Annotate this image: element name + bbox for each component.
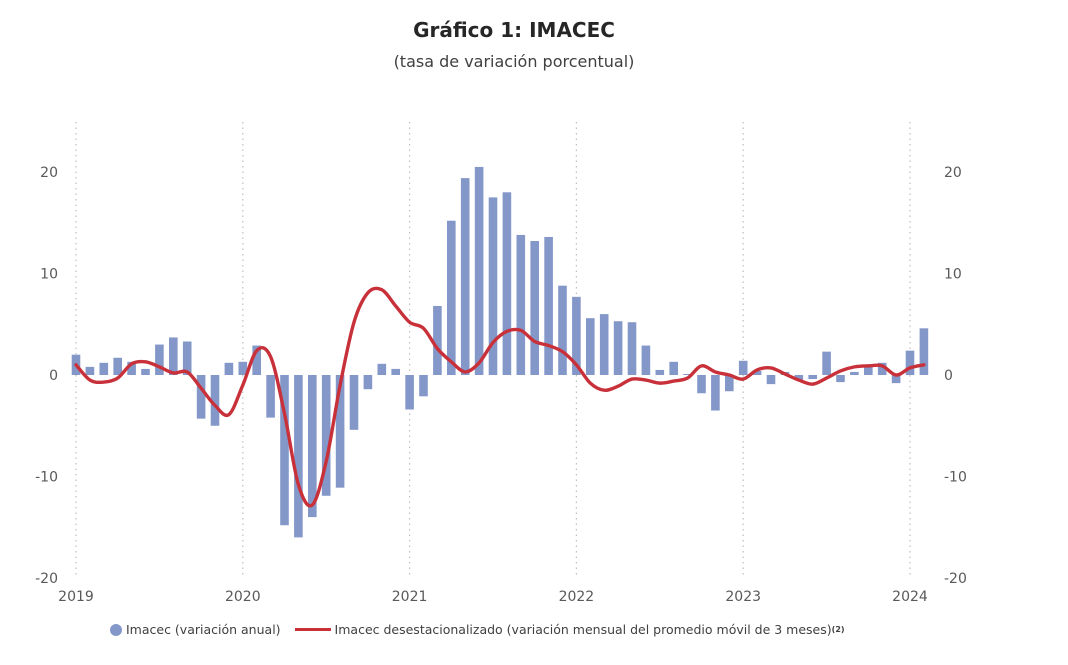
chart-legend: Imacec (variación anual) Imacec desestac…	[110, 622, 845, 637]
bar	[766, 375, 776, 385]
bar	[572, 296, 581, 375]
bar	[752, 370, 762, 375]
bar	[196, 375, 206, 419]
bar	[627, 322, 637, 375]
y-tick-label-right: -10	[944, 470, 967, 486]
bar	[808, 375, 817, 380]
bar	[224, 362, 234, 375]
bar	[530, 241, 539, 375]
y-tick-label-left: 0	[49, 368, 58, 384]
bar	[905, 350, 915, 375]
legend-bar-label: Imacec (variación anual)	[126, 622, 281, 637]
bar	[433, 305, 442, 375]
legend-bar-marker	[110, 623, 122, 636]
x-tick-label: 2024	[892, 589, 928, 605]
bar	[447, 220, 456, 375]
x-tick-label: 2020	[225, 589, 261, 605]
bar	[836, 375, 845, 383]
bar	[683, 373, 692, 375]
y-tick-label-right: 20	[944, 165, 962, 181]
bar	[280, 375, 289, 526]
bar	[850, 371, 859, 375]
bar	[669, 361, 678, 375]
y-tick-label-left: 20	[40, 165, 58, 181]
bar	[99, 362, 109, 375]
chart-subtitle: (tasa de variación porcentual)	[393, 52, 635, 71]
bar	[363, 375, 373, 390]
bar	[182, 341, 192, 375]
bar	[516, 234, 526, 375]
bar	[919, 328, 929, 375]
bar	[308, 375, 317, 518]
bar	[349, 375, 359, 430]
y-tick-label-left: -20	[35, 571, 58, 587]
bar	[488, 197, 498, 376]
bar	[544, 236, 553, 375]
x-tick-label: 2022	[559, 589, 595, 605]
bar	[655, 369, 665, 375]
bar	[502, 192, 512, 375]
bar	[460, 178, 470, 375]
bar	[238, 361, 248, 375]
bar	[321, 375, 331, 496]
bar	[113, 357, 122, 375]
legend-line-marker	[294, 628, 331, 631]
x-tick-label: 2019	[58, 589, 94, 605]
bar	[877, 362, 887, 375]
bar	[711, 375, 720, 411]
bar	[891, 375, 901, 384]
bar	[613, 321, 623, 375]
bar	[252, 345, 261, 375]
x-tick-label: 2021	[392, 589, 428, 605]
bar	[266, 375, 275, 418]
bar	[335, 375, 345, 488]
bar	[391, 368, 400, 375]
legend-line-label: Imacec desestacionalizado (variación men…	[334, 622, 832, 637]
bar	[641, 345, 651, 375]
bar	[697, 375, 706, 394]
bar	[377, 363, 387, 375]
bar	[85, 366, 95, 375]
series-line	[74, 286, 926, 508]
y-tick-label-left: -10	[35, 470, 58, 486]
bar	[141, 368, 150, 375]
bar	[599, 314, 609, 375]
bar	[210, 375, 220, 426]
bar	[738, 360, 748, 375]
bar	[822, 351, 831, 375]
y-tick-label-right: 10	[944, 267, 962, 283]
x-tick-label: 2023	[725, 589, 761, 605]
legend-line-footnote: (2)	[831, 625, 845, 634]
bar	[725, 375, 734, 392]
bar	[586, 318, 595, 375]
y-tick-label-right: 0	[944, 368, 953, 384]
bar	[794, 375, 804, 381]
bar	[127, 361, 136, 375]
chart-title: Gráfico 1: IMACEC	[413, 18, 615, 42]
bar	[864, 364, 873, 375]
bar	[155, 344, 164, 375]
y-tick-label-right: -20	[944, 571, 967, 587]
bar	[405, 375, 414, 410]
bar	[294, 375, 303, 538]
bar	[558, 285, 567, 375]
bar	[474, 166, 484, 375]
y-tick-label-left: 10	[40, 267, 58, 283]
bar	[169, 337, 178, 375]
bar	[419, 375, 428, 397]
